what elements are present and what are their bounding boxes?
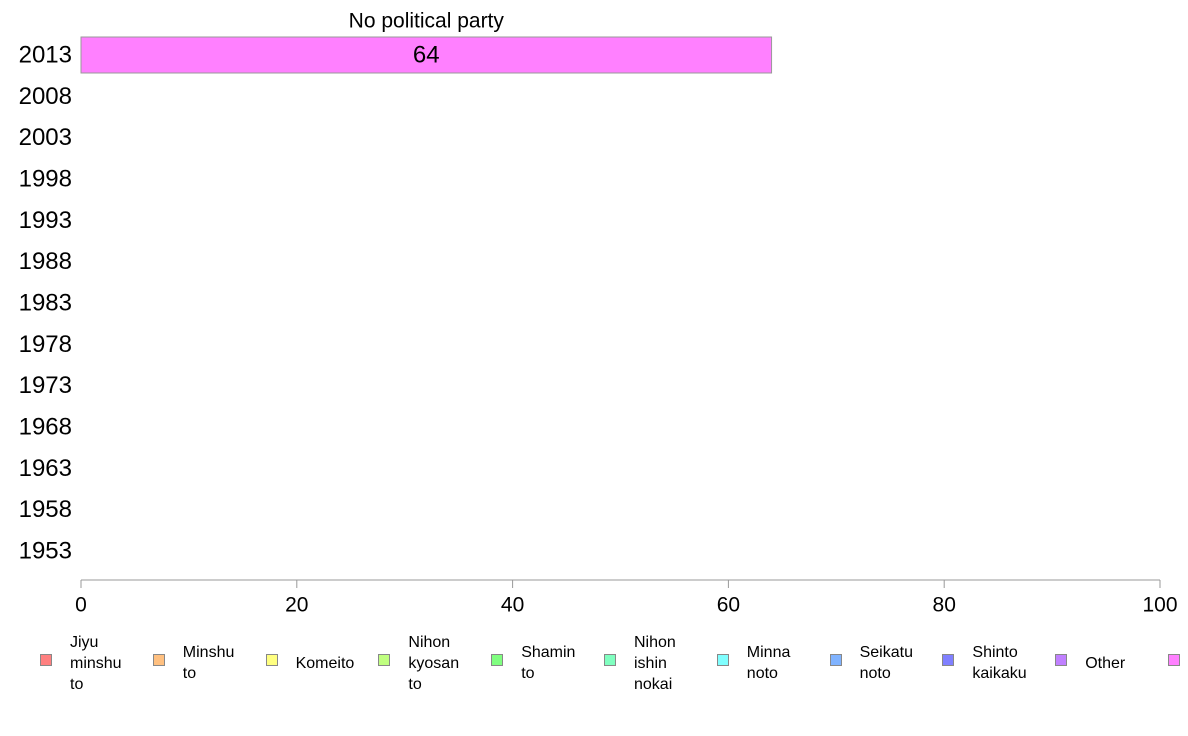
y-tick-label: 1968 <box>19 413 72 440</box>
y-tick-label: 1953 <box>19 537 72 564</box>
legend-swatch <box>491 654 504 666</box>
legend-item: Other <box>1055 628 1155 698</box>
x-tick-label: 0 <box>75 594 87 617</box>
y-tick-label: 1963 <box>19 455 72 482</box>
y-tick-label: 1998 <box>19 165 72 192</box>
y-tick-label: 1993 <box>19 207 72 234</box>
legend-label: Minshu to <box>182 644 235 682</box>
y-tick-label: 1973 <box>19 372 72 399</box>
y-tick-label: 1983 <box>19 289 72 316</box>
y-axis-labels: 1953 1958 1963 1968 1973 1978 1983 1988 1993 1998… <box>19 42 72 565</box>
legend-item: Shamin to <box>491 628 591 698</box>
legend-swatch <box>378 654 391 666</box>
legend-swatch <box>265 654 278 666</box>
legend-label: Nihon ishin nokai <box>634 633 676 693</box>
legend-item: Seikatu noto <box>829 628 930 698</box>
y-tick-label: 1988 <box>19 248 72 275</box>
legend-swatch <box>604 654 616 666</box>
x-tick-label: 20 <box>285 594 308 617</box>
data-label: 64 <box>413 42 440 69</box>
legend-label: Shamin to <box>521 644 576 682</box>
legend-item: Nihon ishin nokai <box>604 628 704 698</box>
y-tick-label: 2003 <box>19 124 72 151</box>
x-tick-label: 100 <box>1142 594 1177 617</box>
x-tick-label: 80 <box>933 594 956 617</box>
bars-layer: 64 No political party <box>80 10 773 74</box>
bar-annotation: No political party <box>349 10 505 33</box>
legend: Jiyu minshu to Minshu to Komeito Nihon kyos… <box>0 628 1188 698</box>
y-tick-label: 2013 <box>19 42 72 69</box>
x-tick-label: 60 <box>717 594 740 617</box>
legend-item: Jiyu minshu to <box>40 628 140 698</box>
legend-item: Komeito <box>265 628 366 698</box>
y-tick-label: 1958 <box>19 496 72 523</box>
legend-label: Shinto kaikaku <box>972 644 1027 682</box>
legend-item <box>1168 628 1182 698</box>
legend-item: Shinto kaikaku <box>942 628 1042 698</box>
legend-item: Nihon kyosan to <box>378 628 478 698</box>
legend-swatch <box>1055 654 1068 666</box>
legend-swatch <box>1168 654 1180 666</box>
bar <box>80 36 773 74</box>
y-tick-label: 2008 <box>19 83 72 110</box>
x-axis: 0 20 40 60 80 100 <box>75 579 1178 617</box>
legend-item: Minshu to <box>152 628 253 698</box>
x-tick-label: 40 <box>501 594 524 617</box>
y-tick-label: 1978 <box>19 331 72 358</box>
legend-swatch <box>829 654 842 666</box>
legend-swatch <box>152 654 165 666</box>
legend-item: Minna noto <box>716 628 817 698</box>
legend-label: Jiyu minshu to <box>70 633 122 693</box>
legend-swatch <box>40 654 52 666</box>
legend-swatch <box>942 654 955 666</box>
legend-label: Other <box>1085 654 1126 672</box>
legend-label: Komeito <box>295 654 355 672</box>
legend-label: Nihon kyosan to <box>408 633 460 693</box>
legend-label: Seikatu noto <box>859 644 913 682</box>
bar-chart: 64 No political party 1953 1958 1963 1968 197… <box>19 10 1178 617</box>
legend-label: Minna noto <box>746 644 791 682</box>
legend-swatch <box>716 654 729 666</box>
